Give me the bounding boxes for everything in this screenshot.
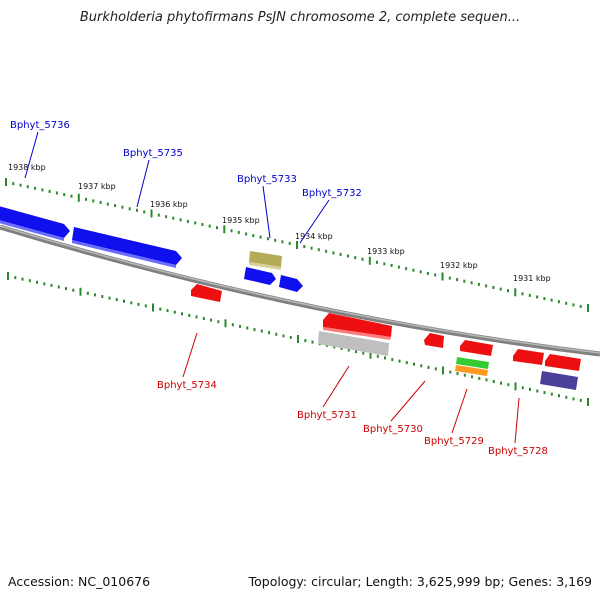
gene-bphyt-5729[interactable] — [460, 340, 493, 356]
kbp-label: 1937 kbp — [78, 182, 116, 191]
chromosome-backbone — [0, 224, 600, 357]
gene-label[interactable]: Bphyt_5733 — [237, 174, 297, 185]
gene-label[interactable]: Bphyt_5730 — [363, 424, 423, 435]
upper-tick-row — [5, 178, 589, 312]
gene-bphyt-5728-a[interactable] — [513, 349, 544, 365]
gene-bphyt-5735[interactable] — [72, 227, 182, 265]
leader-line — [322, 365, 350, 408]
leader-line — [390, 380, 426, 422]
chromosome-title: Burkholderia phytofirmans PsJN chromosom… — [79, 10, 521, 25]
gene-bphyt-5730[interactable] — [424, 333, 444, 348]
gene-bphyt-5729-orange[interactable] — [455, 365, 488, 376]
gene-bphyt-5736-shadow — [0, 220, 64, 241]
kbp-label: 1935 kbp — [222, 216, 260, 225]
reverse-leaders — [182, 332, 520, 444]
leader-line — [24, 131, 39, 179]
leader-line — [262, 185, 271, 239]
forward-leaders — [24, 131, 330, 244]
leader-line — [182, 332, 198, 378]
kbp-label: 1931 kbp — [513, 274, 551, 283]
gene-bphyt-5731-alt[interactable] — [318, 331, 389, 356]
kbp-label: 1936 kbp — [150, 200, 188, 209]
forward-genes — [0, 205, 303, 292]
reverse-gene-labels: Bphyt_5734 Bphyt_5731 Bphyt_5730 Bphyt_5… — [157, 380, 548, 457]
gene-bphyt-5731-shadow — [323, 327, 391, 340]
forward-gene-labels: Bphyt_5736 Bphyt_5735 Bphyt_5733 Bphyt_5… — [10, 120, 362, 199]
gene-label[interactable]: Bphyt_5728 — [488, 446, 548, 457]
genome-summary: Topology: circular; Length: 3,625,999 bp… — [248, 574, 592, 589]
gene-bphyt-5731[interactable] — [323, 313, 392, 337]
chromosome-backbone-highlight — [0, 225, 600, 354]
gene-bphyt-5736[interactable] — [0, 205, 70, 238]
gene-label[interactable]: Bphyt_5729 — [424, 436, 484, 447]
gene-bphyt-5733-shadow — [249, 262, 281, 270]
leader-line — [514, 397, 520, 444]
kbp-label: 1933 kbp — [367, 247, 405, 256]
gene-bphyt-5733b[interactable] — [244, 267, 276, 285]
gene-bphyt-5733[interactable] — [249, 251, 282, 267]
gene-bphyt-5728-purple[interactable] — [540, 371, 578, 390]
gene-bphyt-5735-shadow — [72, 240, 176, 268]
accession-label: Accession: NC_010676 — [8, 574, 151, 589]
gene-bphyt-5734[interactable] — [191, 284, 222, 302]
leader-line — [451, 388, 468, 434]
gene-label[interactable]: Bphyt_5736 — [10, 120, 70, 131]
kbp-label: 1938 kbp — [8, 163, 46, 172]
gene-label[interactable]: Bphyt_5734 — [157, 380, 217, 391]
gene-label[interactable]: Bphyt_5732 — [302, 188, 362, 199]
reverse-genes — [191, 284, 581, 390]
kbp-label: 1932 kbp — [440, 261, 478, 270]
gene-bphyt-5729-green[interactable] — [456, 357, 489, 369]
lower-tick-row — [7, 272, 589, 406]
kbp-label: 1934 kbp — [295, 232, 333, 241]
gene-bphyt-5728-b[interactable] — [545, 354, 581, 371]
gene-label[interactable]: Bphyt_5731 — [297, 410, 357, 421]
leader-line — [136, 159, 150, 208]
kbp-scale: 1938 kbp 1937 kbp 1936 kbp 1935 kbp 1934… — [8, 163, 551, 283]
gene-bphyt-5732[interactable] — [279, 275, 303, 292]
gene-label[interactable]: Bphyt_5735 — [123, 148, 183, 159]
leader-line — [299, 199, 330, 244]
